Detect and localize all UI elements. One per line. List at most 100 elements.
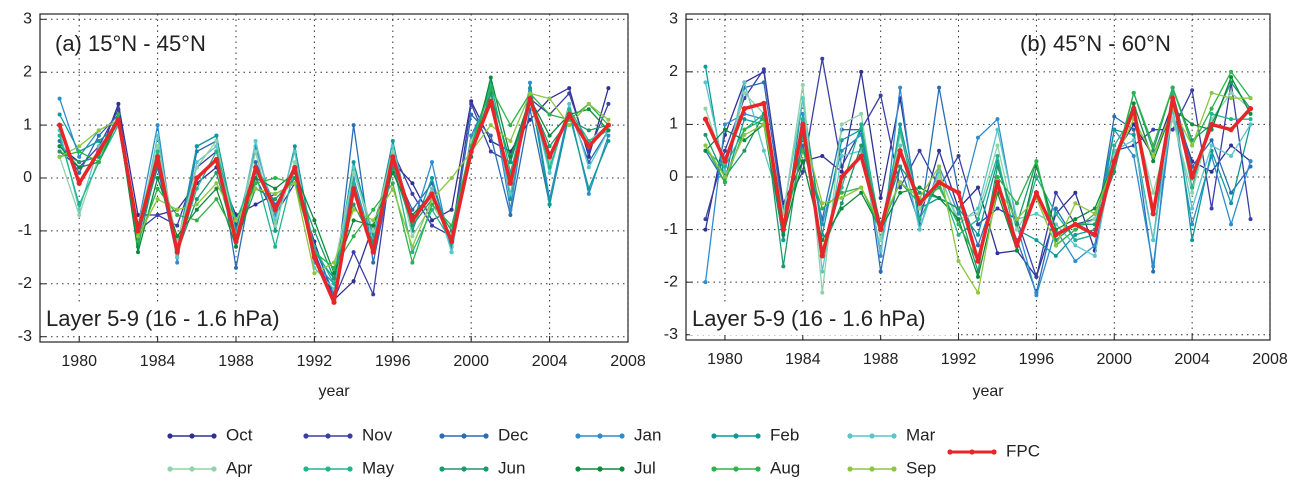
data-point [371,207,376,212]
data-point [332,271,336,276]
data-point [273,223,278,228]
data-point [586,101,591,106]
data-point [780,226,786,233]
data-point [1014,242,1020,248]
x-tick-label: 2000 [1096,351,1132,368]
data-point [819,253,825,259]
data-point [194,218,199,223]
data-point [703,280,708,285]
data-point [273,228,278,233]
data-point [1131,106,1137,112]
data-point [1170,95,1176,101]
data-point [292,160,297,165]
legend-marker [847,466,853,472]
data-point [76,180,82,186]
data-point [488,86,493,91]
data-point [116,101,121,106]
data-point [994,179,1001,185]
data-point [233,238,239,245]
data-point [859,69,864,74]
data-point [878,196,883,201]
data-point [508,160,513,165]
data-point [878,226,884,233]
data-point [115,117,121,123]
data-point [1209,206,1214,211]
data-point [781,264,786,269]
y-tick-label: 0 [669,168,678,185]
data-point [449,250,454,255]
data-point [1131,132,1136,137]
data-point [1053,190,1058,195]
data-point [976,217,980,222]
data-point [1092,232,1098,238]
data-point [567,107,572,112]
data-point [312,218,317,223]
data-point [781,238,786,243]
data-point [859,185,864,190]
data-point [1092,211,1097,216]
data-point [351,279,356,284]
x-tick-label: 2004 [1174,351,1210,368]
data-point [234,244,238,249]
data-point [703,217,708,222]
legend-label: Mar [906,425,936,444]
data-point [194,160,199,165]
data-point [1151,127,1156,132]
data-point [390,149,395,154]
data-point [606,138,611,143]
legend-marker [189,433,195,439]
data-point [800,117,805,122]
data-point [937,164,942,169]
data-point [1053,253,1058,258]
data-point [722,122,727,127]
data-point [194,207,199,212]
x-tick-label: 2008 [610,353,646,370]
data-point [214,149,219,154]
data-point [741,106,748,112]
data-point [703,143,708,148]
data-point [1072,221,1078,227]
legend-marker [733,433,739,439]
data-point [956,206,961,211]
data-point [1053,243,1058,248]
data-point [897,148,903,154]
data-point [292,149,297,154]
data-point [1131,90,1136,95]
data-point [449,176,454,180]
data-point [878,269,883,274]
data-point [956,217,961,222]
data-point [77,202,82,207]
data-point [508,213,513,218]
data-point [898,143,903,148]
data-point [155,176,160,180]
data-point [1034,274,1039,279]
data-point [1229,222,1234,227]
x-tick-label: 2004 [532,353,568,370]
data-point [567,86,572,91]
data-point [1073,259,1078,264]
data-point [742,117,747,122]
data-point [703,132,708,137]
data-point [898,85,903,90]
data-point [567,123,572,128]
data-point [253,164,259,171]
data-point [839,153,844,158]
data-point [839,196,844,201]
y-tick-label: 1 [669,116,678,133]
data-point [722,148,727,153]
data-point [995,251,1000,256]
data-point [586,186,591,191]
data-point [57,149,62,154]
data-point [859,190,864,195]
data-point [1151,269,1156,274]
data-point [1209,169,1214,174]
legend-marker [325,466,331,472]
legend-label: Dec [498,425,529,444]
data-point [1014,201,1019,206]
data-point [96,133,101,138]
y-tick-label: -3 [18,328,32,345]
data-point [1151,159,1156,164]
x-axis-label: year [318,383,350,400]
data-point [937,196,942,201]
data-point [175,213,180,218]
